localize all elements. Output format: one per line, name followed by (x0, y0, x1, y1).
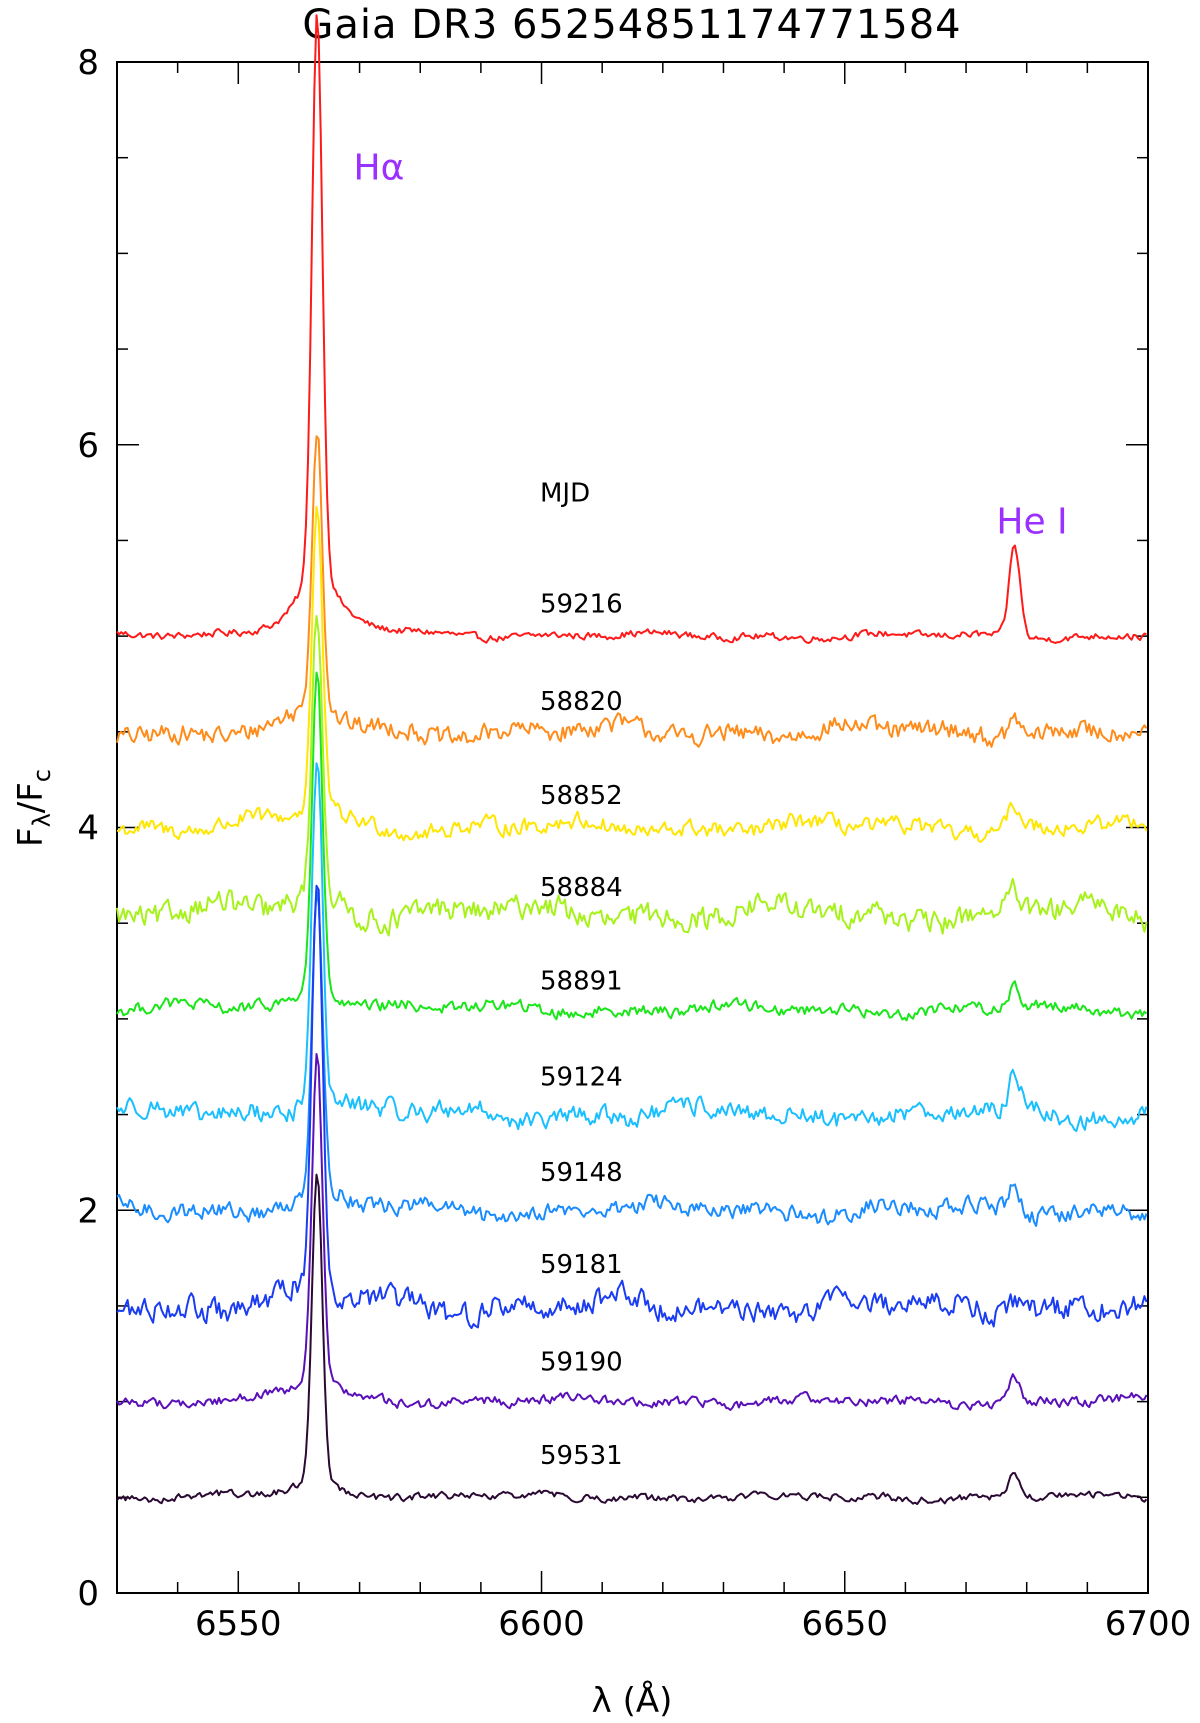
y-tick-label: 6 (77, 426, 99, 466)
mjd-header: MJD (540, 479, 590, 509)
spectrum-line-59181 (116, 884, 1148, 1330)
y-tick-label: 0 (77, 1574, 99, 1614)
series-group (116, 14, 1148, 1505)
spectrum-line-58820 (116, 435, 1148, 748)
mjd-label-58884: 58884 (540, 873, 623, 903)
mjd-label-59181: 59181 (540, 1250, 623, 1280)
spectrum-line-58884 (116, 615, 1148, 937)
y-axis-title-sub-lambda: λ (28, 813, 56, 827)
x-tick-label: 6700 (1105, 1604, 1192, 1644)
spectrum-line-58891 (116, 671, 1148, 1022)
mjd-label-58891: 58891 (540, 967, 623, 997)
y-tick-label: 2 (77, 1191, 99, 1231)
halpha-label: Hα (354, 147, 405, 188)
mjd-label-59531: 59531 (540, 1441, 623, 1471)
spectrum-line-59531 (116, 1173, 1148, 1505)
x-tick-label: 6550 (195, 1604, 282, 1644)
y-axis-title-sub-c: c (28, 769, 56, 782)
y-axis-title: Fλ/Fc (11, 769, 56, 847)
plot-frame-group: 6550 6600 6650 6700 0 2 4 6 8 (77, 43, 1191, 1644)
mjd-label-59124: 59124 (540, 1062, 623, 1092)
chart-title: Gaia DR3 6525485117477158‌4 (302, 2, 961, 48)
spectrum-line-59148 (116, 888, 1148, 1227)
x-axis-title: λ (Å) (592, 1680, 673, 1721)
spectrum-line-59124 (116, 762, 1148, 1132)
hei-label: He I (996, 501, 1067, 542)
y-axis-title-mid: /F (11, 782, 51, 813)
mjd-label-59216: 59216 (540, 590, 623, 620)
x-tick-label: 6650 (801, 1604, 888, 1644)
mjd-label-58820: 58820 (540, 687, 623, 717)
mjd-label-59190: 59190 (540, 1347, 623, 1377)
spectrum-line-59216 (116, 14, 1147, 644)
spectrum-line-59190 (116, 1053, 1148, 1411)
labels-group: 59216 58820 58852 58884 58891 59124 59148 59181… (354, 147, 1068, 1471)
plot-frame (116, 61, 1149, 1594)
spectrum-line-58852 (116, 505, 1148, 843)
y-axis-title-main: F (11, 827, 51, 847)
y-tick-label: 4 (77, 809, 99, 849)
y-tick-label: 8 (77, 43, 99, 83)
mjd-label-59148: 59148 (540, 1158, 623, 1188)
x-tick-label: 6600 (498, 1604, 585, 1644)
mjd-label-58852: 58852 (540, 781, 623, 811)
